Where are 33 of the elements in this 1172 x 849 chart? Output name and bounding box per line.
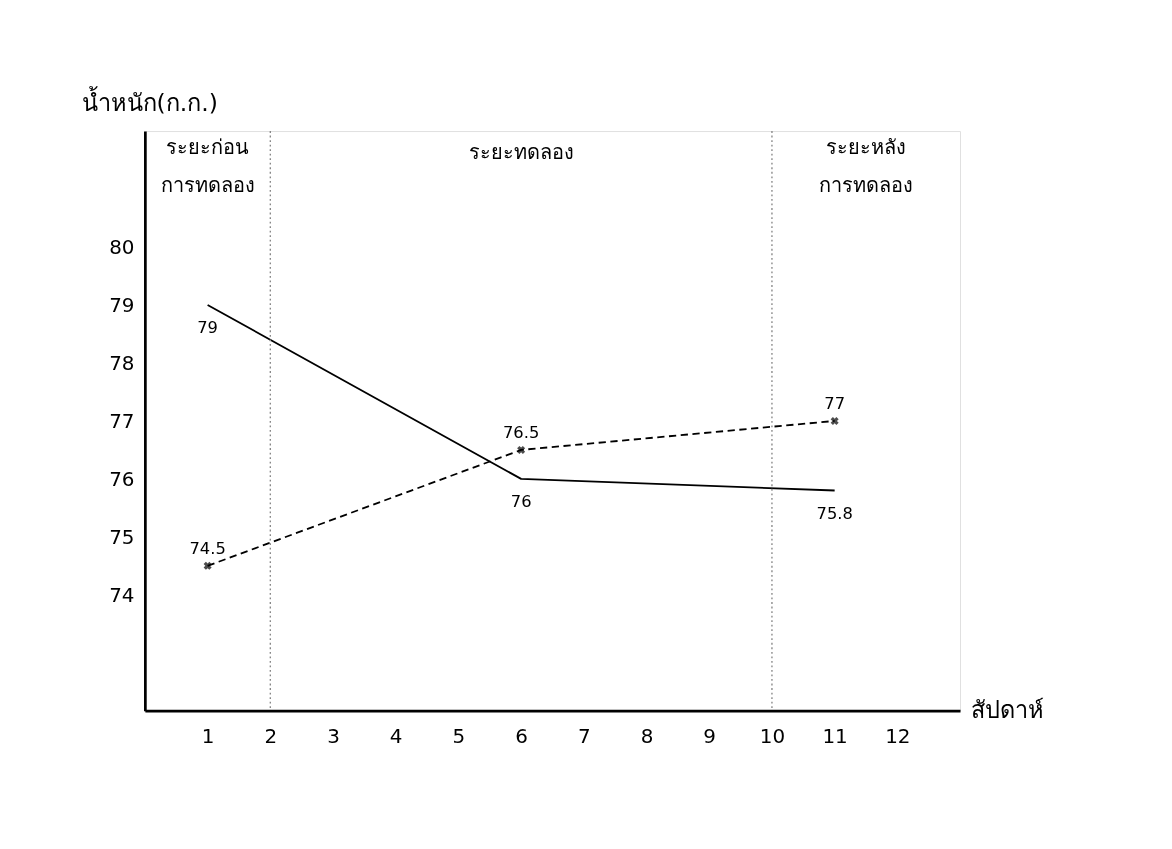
point: [203, 561, 212, 570]
data-label: 75.8: [816, 503, 853, 523]
y-axis-title: น้ำหนัก(ก.ก.): [81, 86, 218, 118]
data-label: 79: [197, 318, 218, 338]
x-tick-label: 3: [327, 724, 340, 748]
x-tick-label: 8: [640, 724, 654, 748]
x-tick-label: 6: [515, 724, 528, 748]
x-tick-label: 5: [452, 724, 466, 748]
x-tick-label: 4: [389, 724, 403, 748]
point: [517, 445, 526, 454]
y-tick-label: 76: [109, 467, 135, 491]
x-tick-label: 1: [201, 724, 215, 748]
x-tick-label: 12: [885, 724, 911, 748]
data-label: 76.5: [502, 423, 540, 443]
x-tick-label: 9: [703, 724, 717, 748]
x-tick-label: 11: [822, 724, 848, 748]
data-label: 74.5: [189, 539, 226, 559]
annotation: ระยะก่อน การทดลอง: [160, 135, 255, 197]
y-tick-label: 75: [109, 525, 135, 549]
annotation: ระยะหลัง การทดลอง: [819, 135, 914, 197]
x-tick-label: 7: [577, 724, 591, 748]
y-tick-label: 77: [109, 409, 135, 433]
point: [830, 416, 839, 425]
y-tick-label: 79: [109, 293, 135, 317]
x-tick-label: 10: [759, 724, 786, 748]
data-label: 77: [824, 394, 846, 414]
y-tick-label: 80: [109, 235, 135, 259]
x-tick-label: 2: [264, 724, 278, 748]
data-label: 76: [510, 491, 532, 511]
annotation: ระยะทดลอง: [468, 141, 574, 165]
x-axis-title: สัปดาห์: [970, 696, 1044, 724]
y-tick-label: 78: [109, 351, 135, 375]
y-tick-label: 74: [109, 583, 135, 607]
